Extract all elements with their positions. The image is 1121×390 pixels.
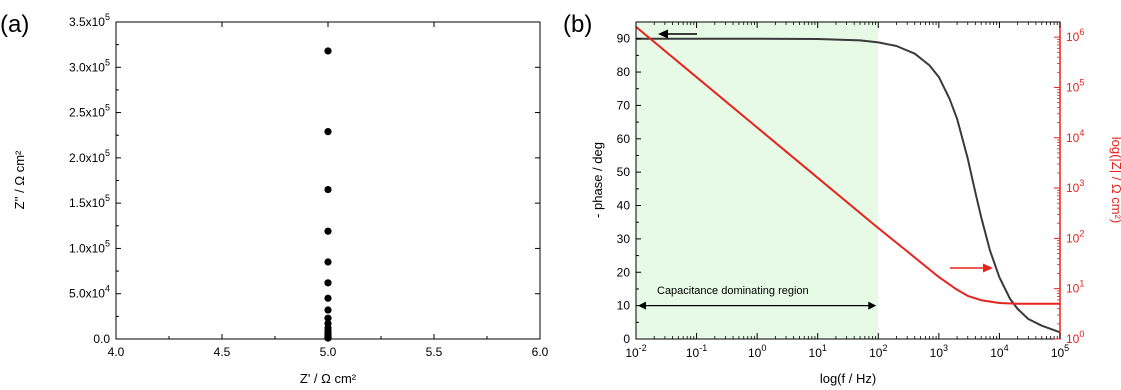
chart-a-xlabel: Z' / Ω cm² [300, 371, 357, 386]
chart-b-ytick-left-label: 10 [617, 299, 631, 313]
chart-a-point [324, 185, 332, 194]
chart-a-ytick-label: 1.5x105 [69, 193, 110, 210]
chart-a-xtick-label: 5.0 [320, 345, 337, 359]
chart-b-ytick-right-label: 100 [1066, 329, 1084, 346]
chart-b-region-arrowhead-left [638, 301, 646, 310]
chart-a-ytick-label: 0.0 [93, 332, 110, 346]
chart-a-xtick-label: 4.5 [214, 345, 231, 359]
chart-b-annotations: Capacitance dominating region [638, 29, 993, 310]
chart-b-ytick-left-label: 20 [617, 265, 631, 279]
chart-b-ytick-right-label: 102 [1066, 228, 1084, 245]
chart-b-ylabel-right: log(|Z| / Ω cm²) [1109, 137, 1121, 224]
chart-b-ytick-right-label: 103 [1066, 178, 1084, 195]
chart-a-ytick-label: 3.5x105 [69, 12, 110, 29]
chart-b-ytick-left-label: 60 [617, 132, 631, 146]
chart-b-ytick-left-label: 70 [617, 98, 631, 112]
chart-a-xtick-label: 6.0 [532, 345, 549, 359]
chart-b-ytick-left-label: 0 [623, 332, 630, 346]
chart-a-ytick-label: 5.0x104 [69, 284, 110, 301]
chart-b-xtick-label: 10-1 [686, 343, 707, 360]
chart-b-xtick-label: 104 [990, 343, 1008, 360]
chart-b: 10-2 10-1 100 101 102 103 104 105 0 10 20 30 40 50 60 7… [590, 21, 1121, 386]
chart-b-xtick-label: 103 [930, 343, 948, 360]
chart-b-shaded-region [636, 22, 879, 339]
chart-a-ytick-label: 2.5x105 [69, 103, 110, 120]
chart-a-xtick-label: 5.5 [426, 345, 443, 359]
chart-a: 4.0 4.5 5.0 5.5 6.0 0.0 5.0x104 1.0x105 1.5x105 2… [12, 12, 549, 386]
chart-b-series-impedance [635, 26, 1060, 305]
chart-a-point [324, 127, 332, 136]
chart-a-point [324, 227, 332, 235]
chart-a-point [324, 306, 332, 314]
chart-a-points [324, 47, 332, 342]
chart-a-point [324, 294, 332, 302]
chart-b-xlabel: log(f / Hz) [820, 371, 876, 386]
chart-a-point [324, 314, 332, 322]
chart-b-ticks: 10-2 10-1 100 101 102 103 104 105 0 10 20 30 40 50 60 7… [617, 22, 1084, 360]
chart-b-phase-arrowhead [658, 29, 668, 39]
chart-a-ylabel: Z'' / Ω cm² [12, 150, 27, 209]
chart-a-point [324, 258, 332, 266]
chart-a-xtick-label: 4.0 [108, 345, 125, 359]
chart-b-xtick-label: 100 [748, 343, 766, 360]
chart-b-ytick-right-label: 101 [1066, 279, 1084, 296]
chart-b-impedance-arrowhead [983, 263, 993, 273]
chart-a-ytick-label: 2.0x105 [69, 148, 110, 165]
chart-b-ylabel-left: - phase / deg [590, 142, 605, 218]
chart-b-xtick-label: 105 [1051, 343, 1069, 360]
chart-a-ytick-label: 1.0x105 [69, 238, 110, 255]
panel-label-b: (b) [563, 11, 592, 38]
chart-b-ytick-left-label: 30 [617, 232, 631, 246]
chart-b-ytick-right-label: 105 [1066, 77, 1084, 94]
panel-label-a: (a) [0, 11, 29, 38]
chart-b-ytick-left-label: 90 [617, 32, 631, 46]
chart-b-ytick-left-label: 50 [617, 165, 631, 179]
chart-a-point [324, 334, 332, 342]
chart-b-region-arrowhead-right [868, 301, 877, 310]
chart-b-annotation-capacitance: Capacitance dominating region [657, 285, 809, 297]
chart-b-ytick-right-label: 104 [1066, 128, 1084, 145]
chart-a-point [324, 47, 332, 55]
chart-a-point [324, 279, 332, 287]
chart-b-xtick-label: 10-2 [625, 343, 646, 360]
chart-b-ytick-right-label: 106 [1066, 27, 1084, 44]
chart-b-series [635, 26, 1061, 334]
chart-b-xtick-label: 101 [809, 343, 827, 360]
chart-b-xtick-label: 102 [869, 343, 887, 360]
chart-a-ticks: 4.0 4.5 5.0 5.5 6.0 0.0 5.0x104 1.0x105 1.5x105 2… [69, 12, 549, 359]
chart-a-frame [115, 21, 541, 340]
chart-b-ytick-left-label: 40 [617, 199, 631, 213]
chart-b-ytick-left-label: 80 [617, 65, 631, 79]
chart-a-ytick-label: 3.0x105 [69, 57, 110, 74]
